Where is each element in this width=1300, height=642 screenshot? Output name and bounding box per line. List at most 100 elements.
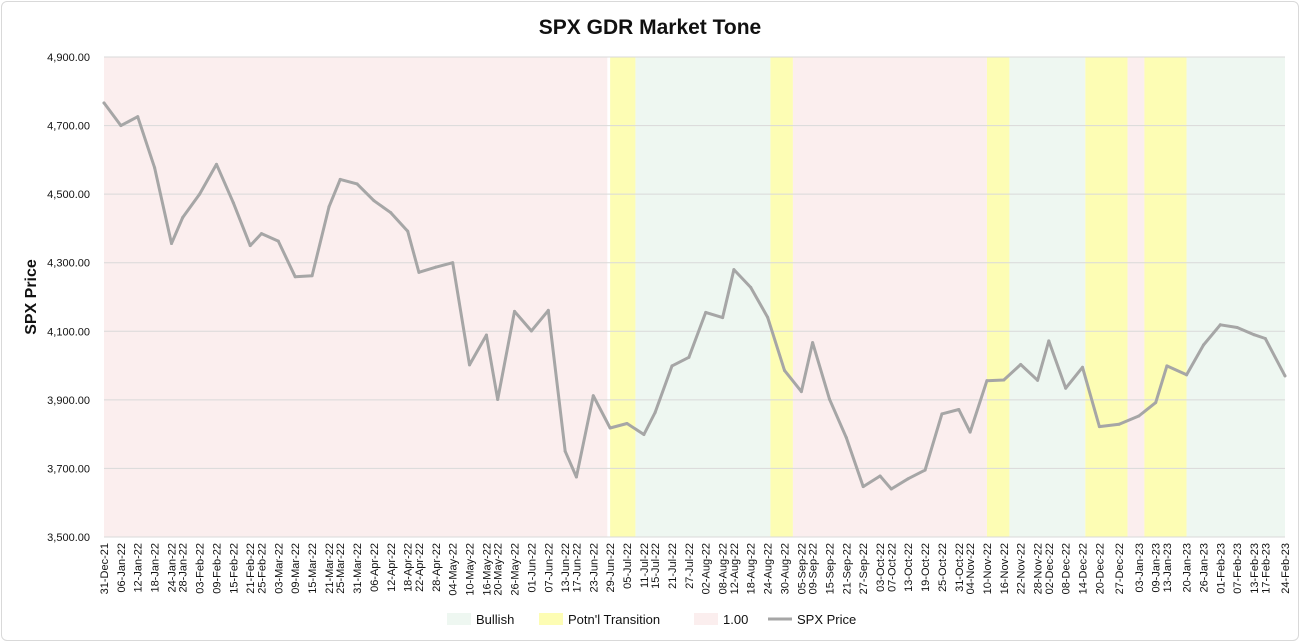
x-tick-label: 06-Jan-22	[116, 543, 128, 593]
data-point	[468, 363, 472, 367]
x-tick-label: 21-Mar-22	[324, 543, 336, 594]
y-tick-label: 4,900.00	[47, 52, 90, 64]
x-tick-label: 07-Jun-22	[543, 543, 555, 593]
data-point	[546, 308, 550, 312]
x-tick-label: 10-Nov-22	[982, 543, 994, 594]
x-tick-label: 23-Jun-22	[588, 543, 600, 593]
tone-region-1	[610, 57, 636, 537]
data-point	[1081, 365, 1085, 369]
y-tick-label: 4,500.00	[47, 189, 90, 201]
legend: Bullish Potn'l Transition 1.00 SPX Price	[447, 612, 856, 627]
data-point	[484, 333, 488, 337]
data-point	[153, 166, 157, 170]
data-point	[653, 411, 657, 415]
data-point	[1185, 373, 1189, 377]
x-tick-label: 10-May-22	[465, 543, 477, 596]
x-tick-label: 18-Aug-22	[746, 543, 758, 594]
data-point	[1019, 363, 1023, 367]
x-tick-label: 12-Jan-22	[133, 543, 145, 593]
x-tick-label: 21-Sep-22	[841, 543, 853, 594]
x-tick-label: 28-Nov-22	[1033, 543, 1045, 594]
y-axis-ticks: 3,500.00 3,700.00 3,900.00 4,100.00 4,300.00…	[47, 52, 90, 544]
tone-regions	[104, 57, 1285, 537]
x-tick-label: 03-Oct-22	[875, 543, 887, 592]
data-point	[563, 449, 567, 453]
data-point	[181, 215, 185, 219]
x-tick-label: 15-Feb-22	[228, 543, 240, 594]
x-tick-label: 03-Feb-22	[195, 543, 207, 594]
x-tick-label: 28-Jan-22	[178, 543, 190, 593]
data-point	[1047, 339, 1051, 343]
x-tick-label: 08-Aug-22	[718, 543, 730, 594]
x-tick-label: 04-Nov-22	[965, 543, 977, 594]
data-point	[574, 475, 578, 479]
x-tick-label: 17-Jun-22	[571, 543, 583, 593]
x-tick-label: 06-Apr-22	[369, 543, 381, 592]
x-tick-label: 31-Dec-21	[99, 543, 111, 594]
y-tick-label: 3,900.00	[47, 395, 90, 407]
x-tick-label: 25-Oct-22	[937, 543, 949, 592]
data-point	[259, 232, 263, 236]
data-point	[968, 430, 972, 434]
data-point	[198, 192, 202, 196]
x-tick-label: 21-Feb-22	[245, 543, 257, 594]
data-point	[310, 274, 314, 278]
data-point	[827, 397, 831, 401]
data-point	[940, 412, 944, 416]
data-point	[496, 398, 500, 402]
x-tick-label: 09-Feb-22	[211, 543, 223, 594]
x-tick-label: 05-Sep-22	[796, 543, 808, 594]
price-series	[102, 101, 1287, 491]
x-tick-label: 20-Jan-23	[1182, 543, 1194, 593]
data-point	[293, 275, 297, 279]
legend-label: Potn'l Transition	[568, 612, 660, 627]
data-point	[1097, 425, 1101, 429]
x-tick-label: 18-Apr-22	[403, 543, 415, 592]
legend-swatch-0	[447, 613, 471, 625]
x-tick-label: 01-Jun-22	[526, 543, 538, 593]
data-point	[1263, 336, 1267, 340]
x-tick-label: 27-Sep-22	[858, 543, 870, 594]
x-tick-label: 09-Sep-22	[808, 543, 820, 594]
data-point	[1036, 378, 1040, 382]
x-tick-label: 21-Jul-22	[667, 543, 679, 589]
data-point	[231, 201, 235, 205]
data-point	[906, 477, 910, 481]
x-tick-label: 02-Aug-22	[701, 543, 713, 594]
data-point	[327, 205, 331, 209]
data-point	[732, 268, 736, 272]
data-point	[372, 199, 376, 203]
data-point	[844, 436, 848, 440]
data-point	[608, 426, 612, 430]
data-point	[985, 379, 989, 383]
x-tick-label: 24-Feb-23	[1280, 543, 1292, 594]
y-tick-label: 4,100.00	[47, 326, 90, 338]
y-tick-label: 4,700.00	[47, 121, 90, 133]
x-tick-label: 18-Jan-22	[150, 543, 162, 593]
data-point	[1002, 378, 1006, 382]
data-point	[513, 309, 517, 313]
x-tick-label: 12-Apr-22	[386, 543, 398, 592]
tone-region-2	[635, 57, 771, 537]
tone-region-0	[104, 57, 608, 537]
x-tick-label: 11-Jul-22	[639, 543, 651, 588]
legend-label: 1.00	[723, 612, 748, 627]
data-point	[721, 316, 725, 320]
x-tick-label: 31-Mar-22	[352, 543, 364, 594]
tone-region-4	[792, 57, 987, 537]
x-tick-label: 04-May-22	[448, 543, 460, 596]
tone-region-8	[1127, 57, 1145, 537]
data-point	[1117, 422, 1121, 426]
legend-swatch-2	[694, 613, 718, 625]
x-tick-label: 20-May-22	[493, 543, 505, 596]
x-tick-label: 07-Feb-23	[1232, 543, 1244, 594]
y-tick-label: 4,300.00	[47, 258, 90, 270]
data-point	[1252, 333, 1256, 337]
x-tick-label: 15-Jul-22	[650, 543, 662, 589]
y-axis-label: SPX Price	[23, 259, 40, 335]
data-point	[417, 270, 421, 274]
data-point	[861, 485, 865, 489]
x-tick-label: 17-Feb-23	[1260, 543, 1272, 594]
x-tick-label: 29-Jun-22	[605, 543, 617, 593]
data-point	[276, 239, 280, 243]
